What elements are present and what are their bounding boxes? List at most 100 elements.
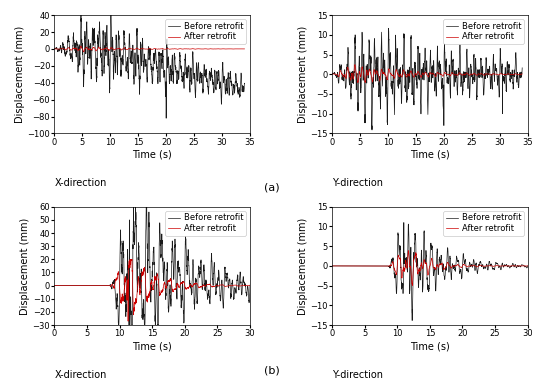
Text: X-direction: X-direction bbox=[54, 178, 107, 188]
Before retrofit bbox=[385, 26, 392, 31]
After retrofit bbox=[128, 257, 134, 262]
Before retrofit bbox=[95, 284, 102, 288]
Line: After retrofit: After retrofit bbox=[54, 46, 244, 52]
After retrofit bbox=[241, 46, 248, 51]
Before retrofit bbox=[66, 284, 72, 288]
After retrofit bbox=[343, 75, 349, 80]
After retrofit bbox=[373, 68, 380, 73]
After retrofit bbox=[358, 66, 365, 70]
Before retrofit bbox=[247, 283, 254, 287]
Before retrofit bbox=[519, 65, 526, 70]
After retrofit bbox=[78, 44, 84, 48]
Before retrofit bbox=[51, 284, 58, 288]
Before retrofit bbox=[65, 34, 72, 39]
Before retrofit bbox=[343, 77, 349, 82]
Legend: Before retrofit, After retrofit: Before retrofit, After retrofit bbox=[165, 211, 246, 235]
After retrofit bbox=[405, 248, 411, 253]
Before retrofit bbox=[81, 68, 87, 72]
Before retrofit bbox=[373, 62, 380, 67]
Before retrofit bbox=[373, 264, 380, 268]
After retrofit bbox=[51, 284, 58, 288]
After retrofit bbox=[66, 284, 72, 288]
After retrofit bbox=[116, 46, 123, 51]
Before retrofit bbox=[163, 116, 169, 121]
Line: Before retrofit: Before retrofit bbox=[54, 15, 244, 118]
Before retrofit bbox=[524, 263, 531, 268]
After retrofit bbox=[222, 284, 228, 289]
Y-axis label: Displacement (mm): Displacement (mm) bbox=[15, 26, 24, 123]
Before retrofit bbox=[388, 257, 395, 261]
After retrofit bbox=[65, 45, 72, 50]
Y-axis label: Displacement (mm): Displacement (mm) bbox=[298, 26, 308, 123]
Before retrofit bbox=[130, 204, 137, 209]
Text: (a): (a) bbox=[264, 182, 280, 192]
Before retrofit bbox=[241, 81, 248, 86]
After retrofit bbox=[388, 262, 395, 266]
After retrofit bbox=[409, 283, 416, 288]
Text: Y-direction: Y-direction bbox=[332, 370, 383, 378]
Y-axis label: Displacement (mm): Displacement (mm) bbox=[298, 217, 308, 314]
Before retrofit bbox=[369, 128, 375, 132]
Before retrofit bbox=[329, 72, 335, 76]
After retrofit bbox=[81, 50, 87, 54]
Before retrofit bbox=[409, 318, 416, 323]
After retrofit bbox=[443, 265, 449, 269]
After retrofit bbox=[111, 286, 118, 291]
X-axis label: Time (s): Time (s) bbox=[410, 341, 450, 351]
Before retrofit bbox=[222, 270, 228, 274]
Before retrofit bbox=[147, 55, 154, 60]
X-axis label: Time (s): Time (s) bbox=[410, 149, 450, 160]
Before retrofit bbox=[111, 279, 118, 283]
After retrofit bbox=[81, 49, 88, 53]
Before retrofit bbox=[51, 46, 58, 51]
After retrofit bbox=[500, 264, 506, 268]
Legend: Before retrofit, After retrofit: Before retrofit, After retrofit bbox=[443, 211, 523, 235]
Before retrofit bbox=[369, 124, 375, 128]
After retrofit bbox=[493, 263, 500, 268]
Before retrofit bbox=[344, 264, 350, 268]
Before retrofit bbox=[443, 265, 449, 270]
After retrofit bbox=[344, 264, 350, 268]
After retrofit bbox=[165, 279, 171, 284]
Line: After retrofit: After retrofit bbox=[332, 251, 528, 285]
Text: Y-direction: Y-direction bbox=[332, 178, 383, 188]
Before retrofit bbox=[400, 220, 407, 225]
After retrofit bbox=[369, 78, 375, 83]
After retrofit bbox=[51, 46, 58, 51]
Before retrofit bbox=[116, 54, 123, 59]
Before retrofit bbox=[329, 264, 335, 268]
After retrofit bbox=[329, 264, 335, 268]
After retrofit bbox=[329, 72, 335, 76]
Before retrofit bbox=[358, 57, 365, 61]
After retrofit bbox=[352, 62, 358, 67]
Before retrofit bbox=[215, 268, 222, 273]
After retrofit bbox=[519, 71, 526, 76]
Text: X-direction: X-direction bbox=[54, 370, 107, 378]
Line: Before retrofit: Before retrofit bbox=[332, 223, 528, 321]
Line: After retrofit: After retrofit bbox=[332, 65, 522, 83]
Before retrofit bbox=[394, 55, 400, 60]
Legend: Before retrofit, After retrofit: Before retrofit, After retrofit bbox=[443, 19, 523, 44]
Line: After retrofit: After retrofit bbox=[54, 259, 250, 321]
After retrofit bbox=[394, 70, 400, 75]
Text: (b): (b) bbox=[264, 366, 280, 375]
After retrofit bbox=[355, 81, 361, 85]
After retrofit bbox=[95, 284, 102, 288]
After retrofit bbox=[373, 264, 380, 268]
After retrofit bbox=[96, 45, 102, 49]
Legend: Before retrofit, After retrofit: Before retrofit, After retrofit bbox=[165, 19, 246, 44]
Line: Before retrofit: Before retrofit bbox=[332, 28, 522, 130]
After retrofit bbox=[91, 45, 98, 50]
Line: Before retrofit: Before retrofit bbox=[54, 207, 250, 325]
X-axis label: Time (s): Time (s) bbox=[132, 341, 172, 351]
Before retrofit bbox=[78, 13, 84, 17]
After retrofit bbox=[215, 284, 222, 288]
After retrofit bbox=[247, 284, 254, 288]
After retrofit bbox=[147, 46, 154, 51]
Before retrofit bbox=[493, 261, 500, 266]
After retrofit bbox=[125, 319, 131, 324]
After retrofit bbox=[524, 264, 531, 268]
Before retrofit bbox=[96, 45, 102, 49]
Y-axis label: Displacement (mm): Displacement (mm) bbox=[20, 217, 30, 314]
Before retrofit bbox=[115, 323, 122, 327]
